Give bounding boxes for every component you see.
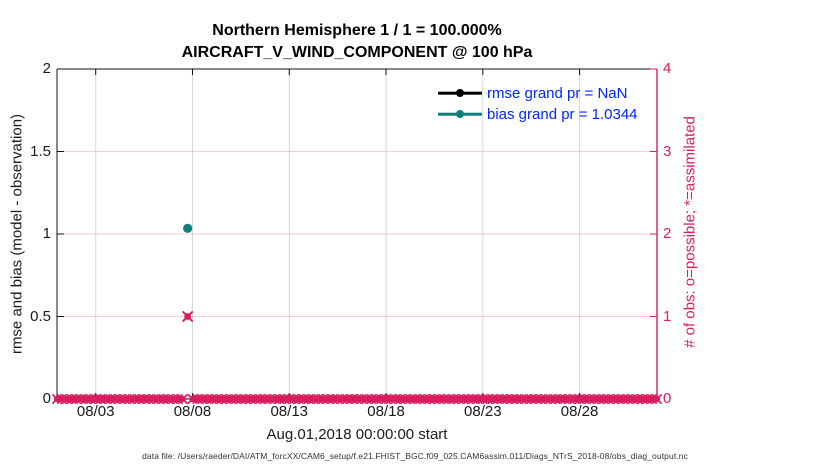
- y-tick-label-right: 4: [663, 60, 672, 77]
- x-tick-label: 08/23: [464, 403, 502, 420]
- x-axis-label: Aug.01,2018 00:00:00 start: [266, 426, 448, 443]
- legend-item-rmse: rmse grand pr = NaN: [438, 84, 628, 102]
- y-tick-label-right: 0: [663, 390, 672, 407]
- y-tick-label-left: 1: [42, 225, 51, 242]
- x-tick-label: 08/13: [270, 403, 309, 420]
- vertical-gridlines: [95, 69, 581, 399]
- y-tick-label-right: 3: [663, 142, 672, 160]
- y-tick-label-left: 0: [42, 390, 51, 407]
- rmse-line-marker-icon: [438, 88, 482, 98]
- horizontal-gridlines: [57, 151, 657, 317]
- x-tick-label: 08/18: [367, 403, 405, 420]
- datafile-path: data file: /Users/raeder/DAI/ATM_forcXX/…: [142, 451, 688, 461]
- obs-zero-marker-row: [52, 394, 662, 404]
- x-tick-label: 08/03: [76, 403, 115, 420]
- y-tick-label-left: 1.5: [30, 142, 51, 160]
- legend-item-bias: bias grand pr = 1.0344: [438, 105, 638, 123]
- legend-label-rmse: rmse grand pr = NaN: [487, 84, 628, 102]
- y-tick-label-right: 2: [663, 225, 672, 242]
- chart-subtitle: AIRCRAFT_V_WIND_COMPONENT @ 100 hPa: [181, 44, 533, 61]
- bias-line-marker-icon: [438, 109, 482, 119]
- y-tick-label-left: 0.5: [30, 307, 51, 325]
- x-tick-label: 08/28: [560, 403, 599, 420]
- legend-label-bias: bias grand pr = 1.0344: [487, 105, 638, 123]
- y-tick-label-right: 1: [663, 307, 672, 325]
- y-tick-label-left: 2: [42, 60, 51, 77]
- bias-data-point: [183, 223, 193, 233]
- obs-count-marker: [182, 311, 194, 322]
- x-tick-label: 08/08: [173, 403, 212, 420]
- chart-title: Northern Hemisphere 1 / 1 = 100.000%: [212, 22, 502, 39]
